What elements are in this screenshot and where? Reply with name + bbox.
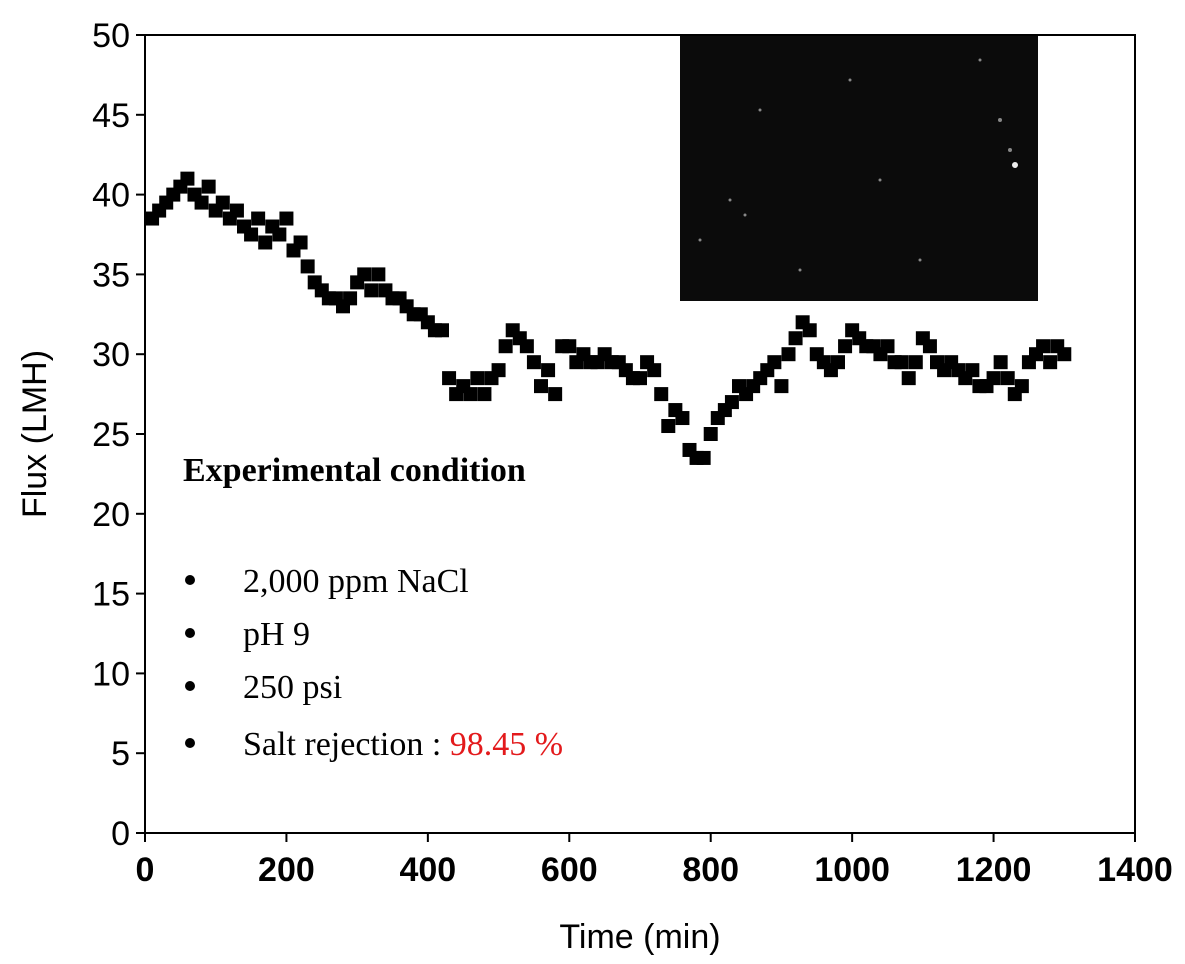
data-point — [675, 411, 690, 426]
bullet — [185, 628, 195, 638]
data-point — [1000, 371, 1015, 386]
data-point — [498, 339, 513, 354]
data-point — [258, 235, 273, 250]
data-point — [201, 179, 216, 194]
data-point — [491, 363, 506, 378]
data-point — [477, 387, 492, 402]
data-point — [519, 339, 534, 354]
annotation-heading: Experimental condition — [183, 452, 526, 489]
data-point — [901, 371, 916, 386]
data-point — [300, 259, 315, 274]
data-point — [463, 387, 478, 402]
x-tick-label: 200 — [258, 851, 315, 889]
data-point — [661, 419, 676, 434]
x-axis-label: Time (min) — [559, 918, 720, 956]
bullet — [185, 681, 195, 691]
data-point — [442, 371, 457, 386]
x-tick-label: 400 — [399, 851, 456, 889]
data-point — [647, 363, 662, 378]
y-tick-label: 25 — [92, 416, 130, 454]
data-point — [371, 267, 386, 282]
data-point — [986, 371, 1001, 386]
data-point — [534, 379, 548, 394]
data-point — [215, 195, 230, 210]
data-point — [993, 355, 1008, 370]
x-tick-label: 1200 — [956, 851, 1032, 889]
data-point — [194, 195, 209, 210]
data-point — [229, 203, 244, 218]
data-point — [279, 211, 294, 226]
inset-image — [680, 35, 1038, 301]
data-point — [838, 339, 853, 354]
annotation-item: pH 9 — [243, 616, 310, 653]
x-tick-label: 1000 — [814, 851, 890, 889]
y-tick-label: 35 — [92, 256, 130, 294]
data-point — [894, 355, 909, 370]
y-tick-label: 50 — [92, 17, 130, 55]
data-point — [244, 227, 259, 242]
y-axis-label: Flux (LMH) — [16, 350, 54, 518]
data-point — [364, 283, 379, 298]
data-point — [774, 379, 789, 394]
bullet — [185, 738, 195, 748]
x-tick-label: 0 — [136, 851, 155, 889]
data-point — [788, 331, 803, 346]
data-point — [767, 355, 782, 370]
data-point — [965, 363, 980, 378]
data-point — [908, 355, 923, 370]
data-point — [880, 339, 895, 354]
y-tick-label: 10 — [92, 655, 130, 693]
data-point — [922, 339, 937, 354]
rejection-label: Salt rejection : — [243, 726, 441, 763]
y-tick-label: 15 — [92, 576, 130, 614]
data-point — [696, 450, 711, 465]
data-point — [272, 227, 287, 242]
bullet — [185, 575, 195, 585]
data-point — [633, 371, 647, 386]
annotation-rejection: Salt rejection : 98.45 % — [243, 726, 563, 763]
data-point — [1014, 379, 1029, 394]
data-point — [654, 387, 669, 402]
data-point — [831, 355, 845, 370]
data-point — [541, 363, 556, 378]
data-point — [180, 171, 195, 186]
data-point — [343, 291, 358, 306]
data-point — [802, 323, 817, 338]
data-point — [526, 355, 541, 370]
data-point — [1036, 339, 1051, 354]
inset-speckles — [698, 58, 1018, 272]
x-tick-label: 600 — [541, 851, 598, 889]
data-point — [470, 371, 485, 386]
x-tick-label: 1400 — [1097, 851, 1173, 889]
x-tick-label: 800 — [682, 851, 739, 889]
data-point — [293, 235, 308, 250]
data-point — [781, 347, 796, 362]
data-point — [251, 211, 266, 226]
data-point — [724, 395, 739, 410]
y-tick-label: 5 — [111, 735, 130, 773]
y-tick-label: 30 — [92, 336, 130, 374]
y-tick-label: 40 — [92, 177, 130, 215]
data-point — [562, 339, 577, 354]
data-point — [548, 387, 563, 402]
data-point — [703, 427, 718, 441]
data-point — [1043, 355, 1058, 370]
annotation-item: 2,000 ppm NaCl — [243, 563, 469, 600]
rejection-value: 98.45 % — [450, 726, 563, 763]
y-tick-label: 0 — [111, 815, 130, 853]
y-tick-label: 20 — [92, 496, 130, 534]
y-tick-label: 45 — [92, 97, 130, 135]
data-point — [357, 267, 372, 282]
data-point — [1057, 347, 1072, 362]
annotation-item: 250 psi — [243, 669, 342, 706]
data-point — [435, 323, 449, 338]
